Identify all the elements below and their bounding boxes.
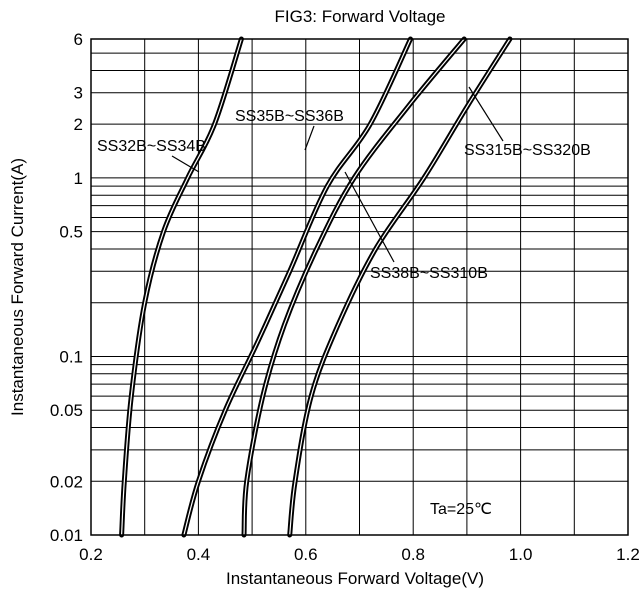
x-tick-label: 0.2 bbox=[79, 545, 103, 564]
y-tick-label: 6 bbox=[74, 30, 83, 49]
y-tick-label: 3 bbox=[74, 84, 83, 103]
series-label: SS35B~SS36B bbox=[235, 108, 344, 125]
y-tick-label: 1 bbox=[74, 169, 83, 188]
series-line-2-core bbox=[183, 38, 412, 536]
x-tick-label: 1.2 bbox=[616, 545, 640, 564]
y-tick-label: 0.05 bbox=[50, 401, 83, 420]
temperature-annotation: Ta=25℃ bbox=[430, 501, 492, 518]
series-label: SS32B~SS34B bbox=[97, 138, 206, 155]
y-tick-label: 0.1 bbox=[59, 347, 83, 366]
series-line-1 bbox=[119, 36, 244, 538]
chart-title: FIG3: Forward Voltage bbox=[274, 7, 445, 26]
x-axis-label: Instantaneous Forward Voltage(V) bbox=[226, 569, 484, 588]
series-label-leader bbox=[304, 125, 315, 151]
series-label: SS315B~SS320B bbox=[464, 142, 591, 159]
series-label-leader bbox=[344, 171, 395, 263]
series-line-4-core bbox=[289, 38, 511, 536]
series-line-3-core bbox=[243, 38, 465, 536]
tick-labels: 0.2 0.4 0.6 0.8 1.0 1.2 0.01 0.02 0.05 0.1 0.5 1 2 3 6 bbox=[50, 30, 640, 564]
x-tick-label: 0.8 bbox=[401, 545, 425, 564]
y-axis-label: Instantaneous Forward Current(A) bbox=[8, 158, 27, 416]
y-tick-label: 0.5 bbox=[59, 223, 83, 242]
curves bbox=[119, 36, 513, 538]
y-tick-label: 0.02 bbox=[50, 472, 83, 491]
plot-frame bbox=[90, 38, 629, 536]
x-tick-label: 1.0 bbox=[509, 545, 533, 564]
y-tick-label: 2 bbox=[74, 115, 83, 134]
series-label-leader bbox=[171, 155, 200, 173]
series-labels: SS32B~SS34B SS35B~SS36B SS38B~SS310B SS315B… bbox=[97, 86, 591, 282]
x-tick-label: 0.4 bbox=[187, 545, 211, 564]
y-tick-label: 0.01 bbox=[50, 526, 83, 545]
grid bbox=[90, 38, 629, 536]
series-label-leader bbox=[468, 86, 504, 142]
series-line-1-core bbox=[121, 38, 242, 536]
series-label: SS38B~SS310B bbox=[370, 265, 488, 282]
x-tick-label: 0.6 bbox=[294, 545, 318, 564]
